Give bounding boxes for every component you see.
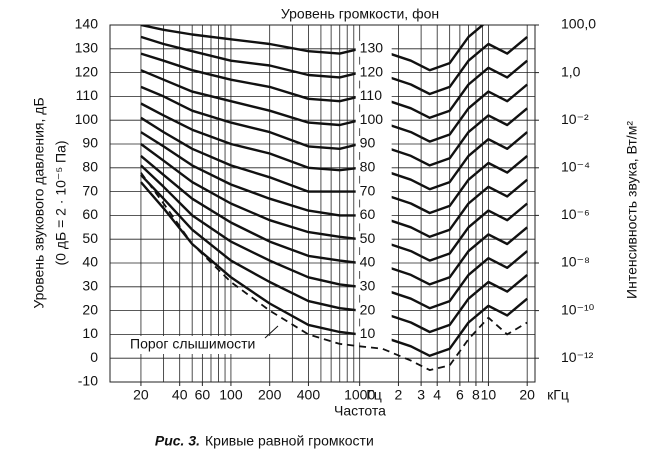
series-label: 20 [360, 301, 376, 317]
labels: -10 0 10 20 30 40 50 60 70 80 90 100 110 120 130 140 20 4… [75, 16, 597, 403]
y2-tick-label: 10⁻⁶ [561, 206, 590, 222]
curve [140, 102, 528, 191]
y-tick-label: 80 [82, 159, 98, 175]
curve [140, 172, 528, 371]
series-label: 100 [360, 111, 384, 127]
x-unit: кГц [547, 387, 569, 403]
y-tick-label: 90 [82, 135, 98, 151]
y-tick-label: 0 [90, 349, 98, 365]
curve [140, 25, 485, 72]
y-tick-label: 50 [82, 230, 98, 246]
x-tick-label: 20 [519, 387, 535, 403]
y-tick-label: -10 [78, 373, 98, 389]
x-tick-label: 2 [395, 387, 403, 403]
curve [140, 85, 528, 167]
y-tick-label: 130 [75, 40, 99, 56]
y-axis-label: Уровень звукового давления, дБ [31, 97, 47, 308]
series-label: 10 [360, 325, 376, 341]
y-tick-label: 100 [75, 111, 99, 127]
label-bg [355, 183, 392, 200]
series-label: Порог слышимости [130, 336, 255, 352]
y-tick-label: 110 [76, 87, 99, 103]
series-label: 40 [360, 254, 376, 270]
y-tick-label: 20 [82, 301, 98, 317]
label-bg [355, 278, 392, 295]
series-label: 60 [360, 206, 376, 222]
x-tick-label: 40 [172, 387, 188, 403]
y2-tick-label: 10⁻⁴ [561, 159, 590, 175]
x-unit: Гц [366, 387, 382, 403]
series-label: 120 [360, 63, 384, 79]
x-tick-label: 200 [258, 387, 282, 403]
y2-tick-label: 10⁻¹⁰ [561, 301, 595, 317]
label-bg [355, 136, 392, 152]
y-tick-label: 140 [75, 16, 99, 32]
label-bg [355, 231, 392, 248]
y2-tick-label: 100,0 [561, 16, 596, 32]
label-bg [355, 207, 392, 224]
x-tick-label: 60 [195, 387, 211, 403]
y-tick-label: 10 [82, 325, 98, 341]
series-label: 110 [360, 87, 383, 103]
caption: Кривые равной громкости [205, 433, 374, 449]
label-bg [355, 159, 392, 176]
series-label: 80 [360, 159, 376, 175]
series-label: 30 [360, 278, 376, 294]
series-label: 130 [360, 40, 384, 56]
y2-tick-label: 10⁻⁸ [561, 254, 590, 270]
x-tick-label: 1000 [344, 387, 375, 403]
series-label: 70 [360, 182, 376, 198]
x-tick-label: 8 [472, 387, 480, 403]
label-bg [355, 64, 392, 81]
curve [139, 181, 528, 357]
x-tick-label: 100 [219, 387, 243, 403]
leader [264, 325, 279, 339]
x-tick-label: 6 [456, 387, 464, 403]
series-label: 90 [360, 135, 376, 151]
x-axis-label: Частота [334, 403, 386, 419]
label-bg [355, 302, 392, 319]
label-bg [126, 336, 280, 354]
label-bg [355, 40, 392, 57]
y-tick-label: 120 [75, 63, 99, 79]
series-label: 50 [360, 230, 376, 246]
y-tick-label: 60 [82, 206, 98, 222]
y2-axis-label: Интенсивность звука, Вт/м² [624, 121, 640, 299]
label-bg [355, 112, 392, 129]
y-tick-label: 30 [82, 278, 98, 294]
y2-tick-label: 1,0 [561, 63, 581, 79]
y2-tick-label: 10⁻¹² [561, 349, 594, 365]
y-tick-label: 40 [82, 254, 98, 270]
y-tick-label: 70 [82, 182, 98, 198]
x-tick-label: 10 [481, 387, 497, 403]
label-bg [355, 88, 392, 105]
curve [140, 174, 528, 334]
y-axis-note: (0 дБ = 2 · 10⁻⁵ Па) [53, 140, 69, 265]
chart-title: Уровень громкости, фон [281, 6, 439, 22]
label-bg [355, 326, 392, 343]
caption-label: Рис. 3. [155, 433, 200, 449]
x-tick-label: 3 [417, 387, 425, 403]
label-bg [355, 255, 392, 271]
y2-tick-label: 10⁻² [561, 111, 589, 127]
x-tick-label: 400 [297, 387, 321, 403]
x-tick-label: 20 [133, 387, 149, 403]
x-tick-label: 4 [433, 387, 441, 403]
